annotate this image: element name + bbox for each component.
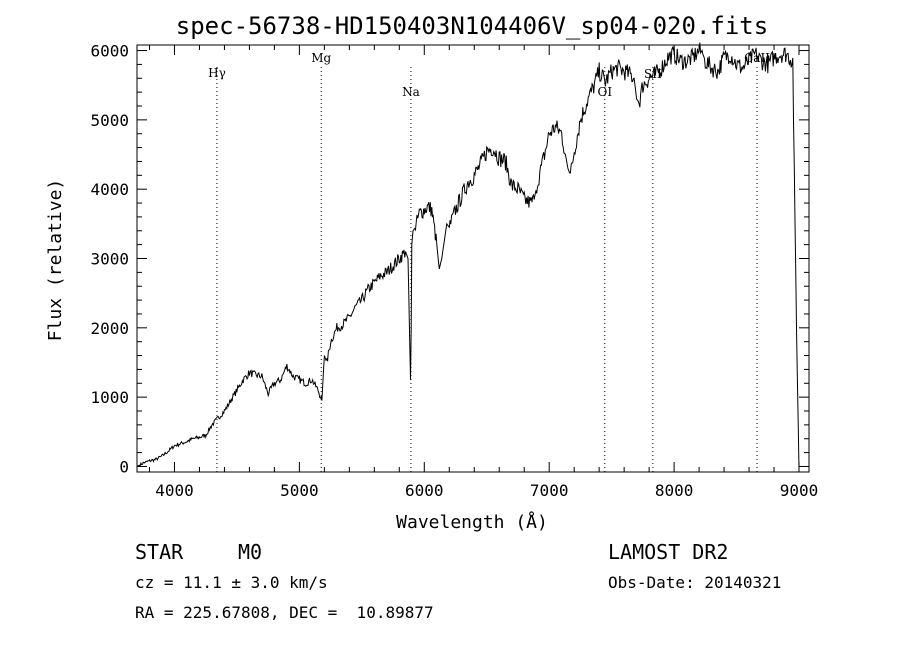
x-tick-label: 8000 [655,481,694,500]
y-axis-label: Flux (relative) [45,179,66,342]
marker-label: Mg [311,51,331,65]
x-tick-label: 9000 [780,481,819,500]
y-tick-label: 0 [119,457,129,476]
chart-title: spec-56738-HD150403N104406V_sp04-020.fit… [176,12,768,40]
x-tick-label: 7000 [530,481,569,500]
x-tick-label: 4000 [155,481,194,500]
marker-label: OI [597,85,612,99]
marker-label: Hγ [208,66,226,80]
y-tick-label: 2000 [90,319,129,338]
redshift-text: cz = 11.1 ± 3.0 km/s [135,573,328,592]
survey-name: LAMOST DR2 [608,540,729,564]
y-tick-label: 1000 [90,388,129,407]
axis-ticks: 4000 5000 6000 7000 8000 9000 0 1000 2000 3000 400… [90,42,818,500]
coordinates-text: RA = 225.67808, DEC = 10.89877 [135,603,434,622]
marker-label: Na [402,85,420,99]
x-tick-label: 5000 [280,481,319,500]
x-axis-label: Wavelength (Å) [396,511,548,533]
object-type: STAR [135,540,184,564]
obs-date: Obs-Date: 20140321 [608,573,782,592]
subclass: M0 [238,540,263,564]
y-tick-label: 6000 [90,42,129,61]
plot-frame [136,44,810,473]
y-tick-label: 5000 [90,111,129,130]
x-tick-label: 6000 [405,481,444,500]
y-tick-label: 4000 [90,180,129,199]
spectrum-line [136,42,800,470]
y-tick-label: 3000 [90,250,129,269]
